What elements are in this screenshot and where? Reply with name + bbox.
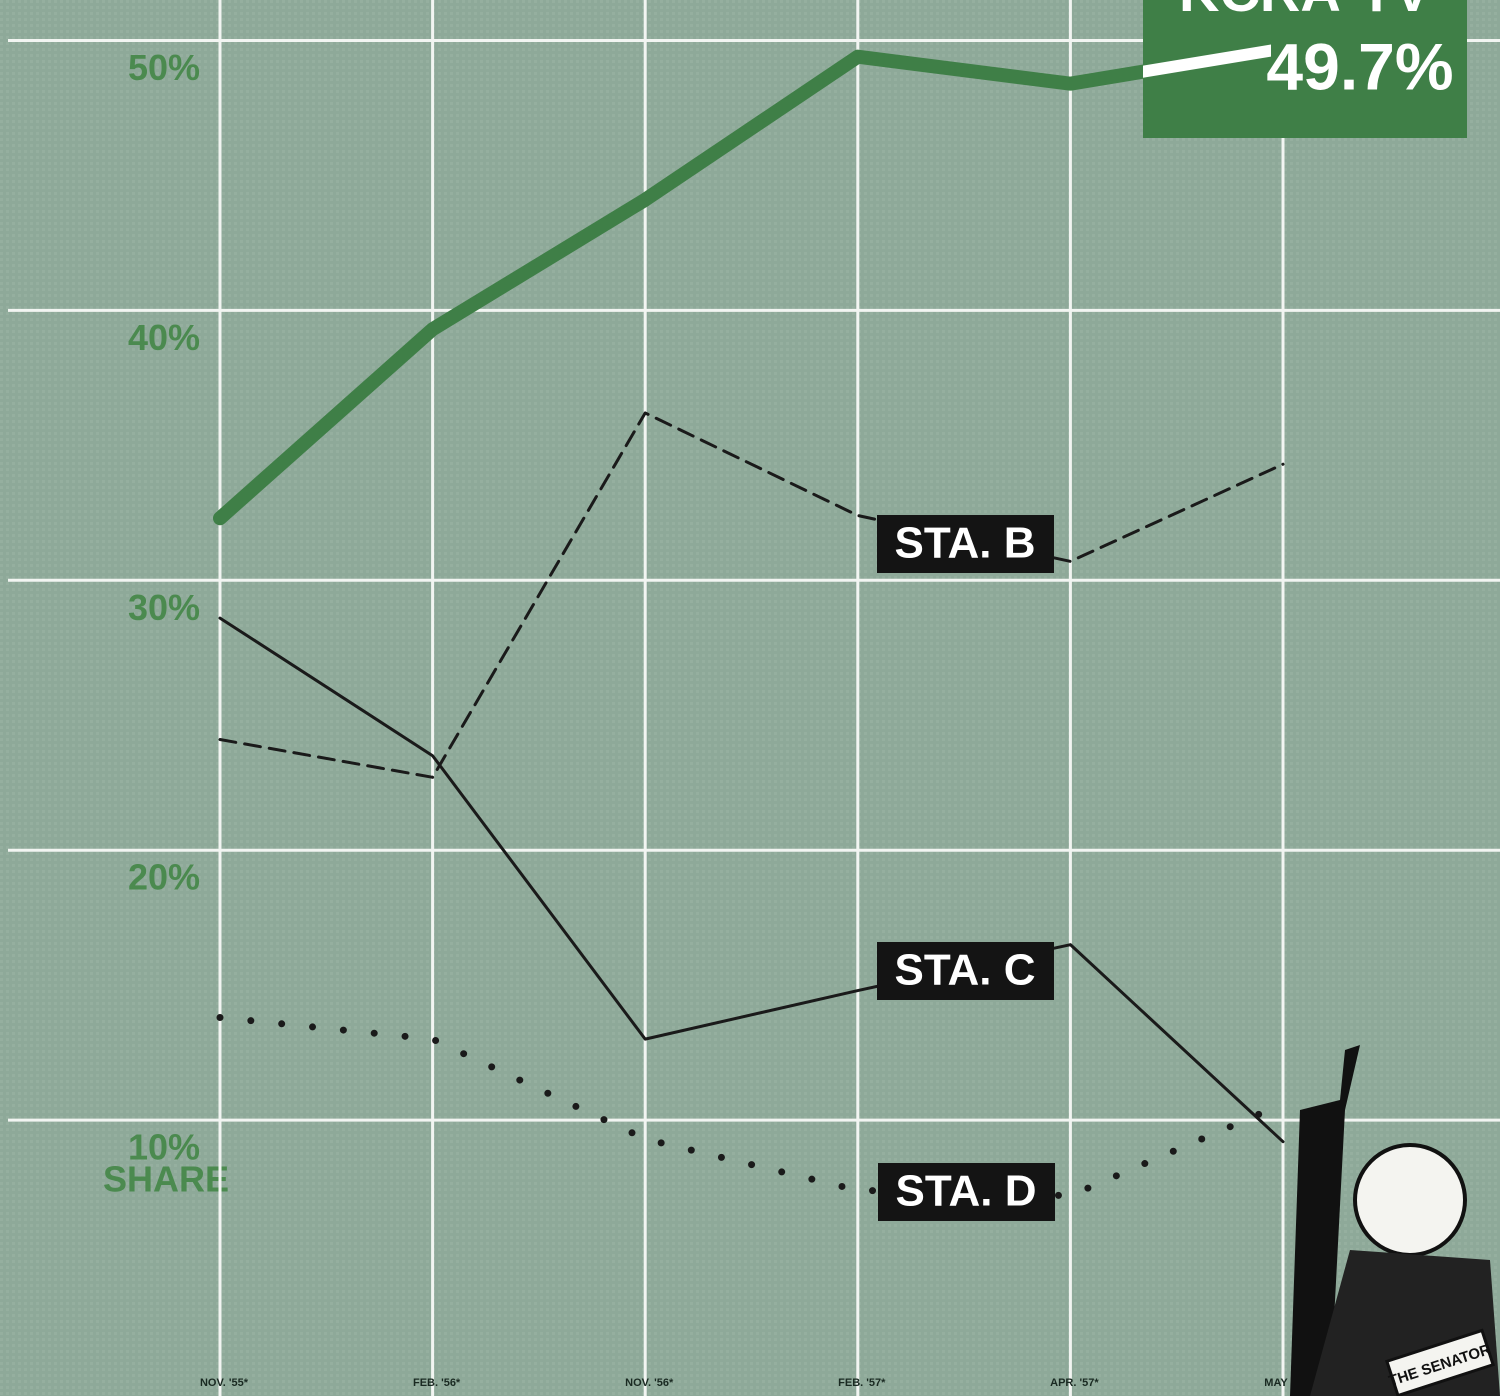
y-tick-label: 20%	[128, 857, 200, 898]
series-label: STA. B	[895, 519, 1036, 568]
y-axis-label: SHARE	[103, 1159, 229, 1200]
x-tick-label: FEB. '56*	[413, 1377, 461, 1389]
y-tick-label: 10%	[128, 1127, 200, 1168]
series-label: STA. D	[896, 1167, 1037, 1216]
series-label-box	[877, 942, 1054, 1000]
y-tick-label: 50%	[128, 47, 200, 88]
series-label: STA. C	[895, 946, 1036, 995]
x-tick-label: FEB. '57*	[838, 1377, 886, 1389]
x-tick-label: APR. '57*	[1050, 1377, 1099, 1389]
series-label-box	[877, 515, 1054, 573]
series-line	[216, 1014, 1287, 1200]
y-tick-label: 40%	[128, 317, 200, 358]
mascot	[1290, 1045, 1500, 1396]
x-tick-label: NOV. '56*	[625, 1377, 674, 1389]
series-line	[218, 411, 1285, 779]
series-label: KCRA-TV	[1179, 0, 1431, 23]
kcra-box	[1143, 0, 1467, 138]
y-tick-label: 30%	[128, 587, 200, 628]
value-label: 49.7%	[1266, 29, 1453, 103]
x-tick-label: NOV. '55*	[200, 1377, 249, 1389]
series-label-box	[878, 1163, 1055, 1221]
series-line	[218, 616, 1285, 1144]
series-line	[213, 41, 1290, 526]
